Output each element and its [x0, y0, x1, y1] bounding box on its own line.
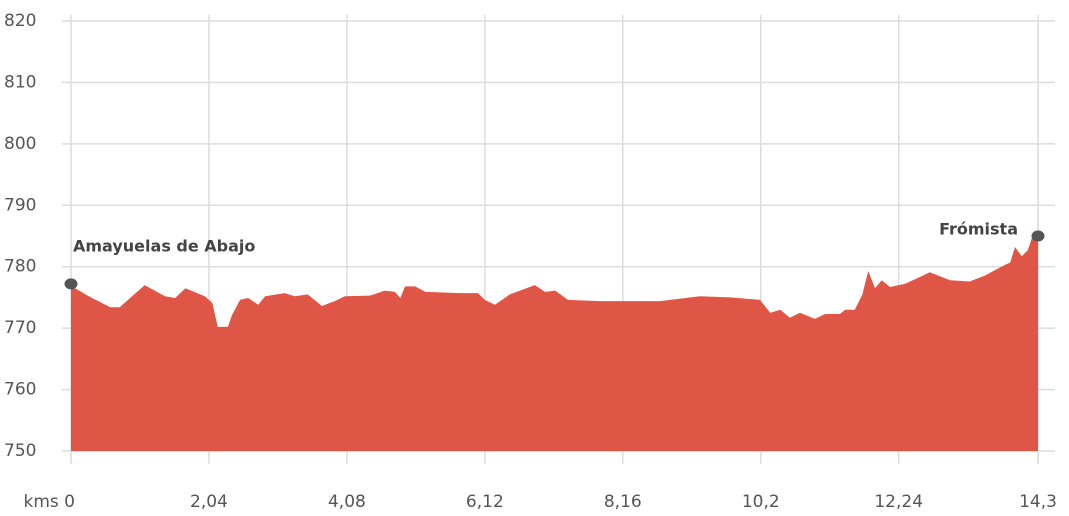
annotation-marker [64, 278, 78, 290]
y-tick-label: 770 [4, 318, 36, 338]
x-tick-label: 2,04 [190, 492, 228, 512]
y-tick-label: 810 [4, 72, 36, 92]
x-tick-label: kms 0 [24, 492, 75, 512]
y-tick-label: 800 [4, 134, 36, 154]
y-tick-label: 820 [4, 11, 36, 31]
x-tick-label: 8,16 [604, 492, 642, 512]
x-tick-label: 6,12 [466, 492, 504, 512]
elevation-area [71, 232, 1038, 451]
x-tick-label: 10,2 [742, 492, 780, 512]
y-tick-label: 780 [4, 257, 36, 277]
y-tick-label: 790 [4, 195, 36, 215]
y-tick-label: 760 [4, 380, 36, 400]
annotation-label: Frómista [939, 220, 1018, 239]
x-tick-label: 14,3 [1019, 492, 1057, 512]
annotation-marker [1031, 230, 1045, 242]
x-tick-label: 4,08 [328, 492, 366, 512]
x-tick-label: 12,24 [874, 492, 923, 512]
annotation-label: Amayuelas de Abajo [73, 236, 255, 255]
y-tick-label: 750 [4, 441, 36, 461]
